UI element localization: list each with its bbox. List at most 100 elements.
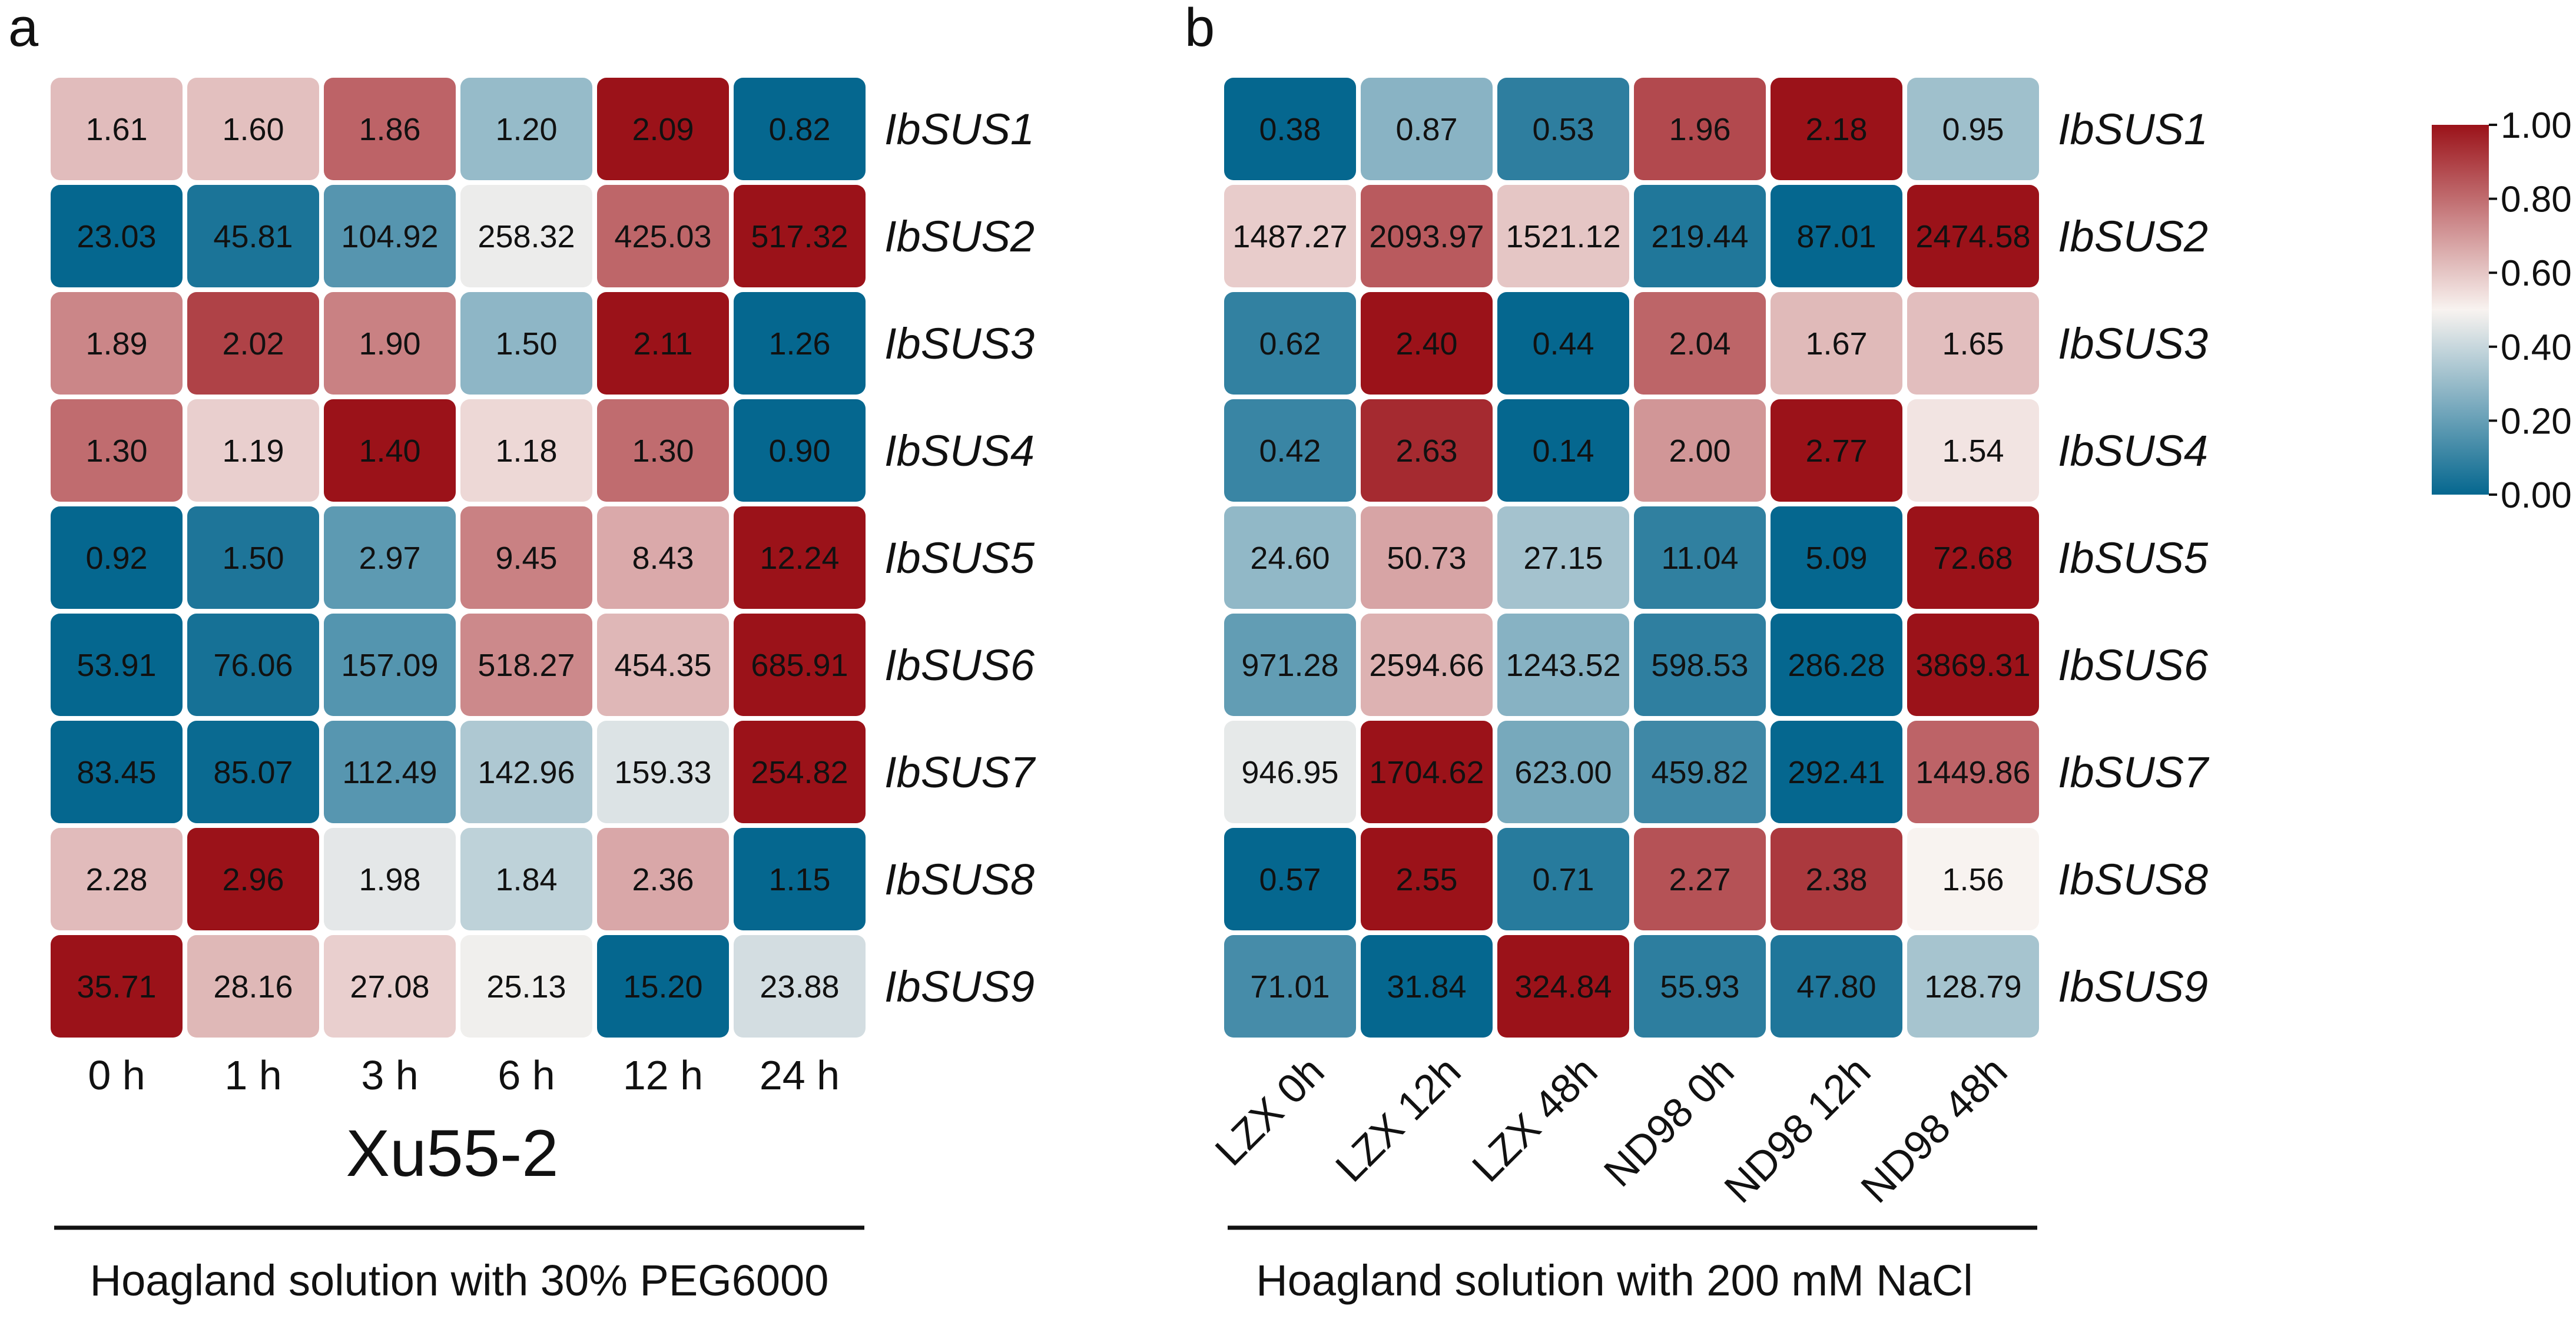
heatmap-cell [324,78,456,180]
heatmap-cell [187,292,319,395]
heatmap-cell [1497,828,1629,930]
cell-value-label: 1243.52 [1506,648,1620,683]
heatmap-cell [734,828,866,930]
cell-value-label: 2474.58 [1915,219,2030,254]
heatmap-cell [1497,614,1629,716]
cell-value-label: 2.40 [1395,326,1457,362]
caption-a: Hoagland solution with 30% PEG6000 [90,1256,829,1305]
cell-value-label: 76.06 [213,648,293,683]
cell-value-label: 9.45 [495,541,557,576]
heatmap-cell [51,935,183,1038]
heatmap-cell [734,935,866,1038]
cell-value-label: 5.09 [1805,541,1867,576]
cell-value-label: 2.00 [1669,433,1730,469]
heatmap-cell [1907,78,2039,180]
heatmap-cell [734,614,866,716]
cell-value-label: 1.40 [359,433,420,469]
cell-value-label: 1.84 [495,862,557,897]
heatmap-cell [51,506,183,609]
cell-value-label: 2.27 [1669,862,1730,897]
heatmap-cell [734,78,866,180]
column-label: LZX 0h [1206,1048,1333,1174]
cell-value-label: 1.90 [359,326,420,362]
cell-value-label: 946.95 [1241,755,1338,790]
cell-value-label: 1.98 [359,862,420,897]
cell-value-label: 1449.86 [1915,755,2030,790]
heatmap-cell [1224,828,1356,930]
cell-value-label: 128.79 [1924,969,2021,1005]
row-label: IbSUS4 [884,426,1035,475]
cell-value-label: 459.82 [1651,755,1748,790]
cell-value-label: 11.04 [1661,541,1738,576]
cell-value-label: 2.11 [633,326,692,362]
colorbar-tick-label: 0.00 [2501,475,2572,516]
cell-value-label: 8.43 [632,541,694,576]
heatmap-b: 0.38 0.87 0.53 1.96 2.18 0.95 IbSUS1 1487.27 209… [1206,78,2210,1212]
heatmap-cell [460,935,592,1038]
row-label: IbSUS7 [2058,748,2210,797]
heatmap-cell [1634,721,1766,823]
cell-value-label: 23.03 [77,219,156,254]
cell-value-label: 28.16 [213,969,293,1005]
heatmap-cell [597,292,729,395]
heatmap-cell [597,614,729,716]
cell-value-label: 2.97 [359,541,420,576]
heatmap-cell [734,185,866,287]
heatmap-cell [187,935,319,1038]
cell-value-label: 324.84 [1514,969,1612,1005]
cell-value-label: 2.02 [222,326,284,362]
heatmap-cell [1224,399,1356,502]
heatmap-cell [1361,78,1493,180]
heatmap-cell [1497,78,1629,180]
cell-value-label: 1.61 [85,112,147,147]
heatmap-cell [324,292,456,395]
heatmap-cell [1224,614,1356,716]
heatmap-cell [1907,721,2039,823]
heatmap-cell [187,506,319,609]
cell-value-label: 1.19 [222,433,284,469]
heatmap-cell [1634,506,1766,609]
heatmap-cell [597,828,729,930]
cell-value-label: 71.01 [1250,969,1330,1005]
heatmap-cell [734,292,866,395]
heatmap-cell [1224,78,1356,180]
heatmap-cell [597,506,729,609]
colorbar-tick-label: 0.40 [2501,327,2572,368]
cell-value-label: 55.93 [1660,969,1739,1005]
cell-value-label: 1521.12 [1506,219,1620,254]
cell-value-label: 2.18 [1805,112,1867,147]
cell-value-label: 0.42 [1259,433,1321,469]
row-label: IbSUS3 [2058,319,2208,368]
cell-value-label: 1.89 [85,326,147,362]
column-label: 24 h [760,1052,840,1098]
heatmap-cell [1907,935,2039,1038]
column-label: 6 h [498,1052,555,1098]
heatmap-cell [1224,506,1356,609]
heatmap-cell [1771,614,1902,716]
cell-value-label: 0.38 [1259,112,1321,147]
heatmap-cell [1361,614,1493,716]
row-label: IbSUS5 [884,533,1035,582]
column-label: 1 h [224,1052,281,1098]
colorbar-gradient [2432,125,2489,495]
cell-value-label: 292.41 [1788,755,1885,790]
row-label: IbSUS8 [2058,855,2208,904]
heatmap-cell [51,721,183,823]
heatmap-cell [1634,828,1766,930]
heatmap-cell [324,935,456,1038]
heatmap-cell [1771,935,1902,1038]
cell-value-label: 1.26 [768,326,830,362]
heatmap-cell [1224,721,1356,823]
cell-value-label: 157.09 [341,648,438,683]
cell-value-label: 1.56 [1942,862,2004,897]
heatmap-cell [1634,935,1766,1038]
subtitle-a: Xu55-2 [346,1116,558,1190]
cell-value-label: 254.82 [751,755,848,790]
cell-value-label: 0.62 [1259,326,1321,362]
cell-value-label: 142.96 [478,755,575,790]
cell-value-label: 1.54 [1942,433,2004,469]
heatmap-cell [460,506,592,609]
heatmap-cell [460,292,592,395]
row-label: IbSUS2 [2058,212,2208,261]
heatmap-cell [1497,506,1629,609]
